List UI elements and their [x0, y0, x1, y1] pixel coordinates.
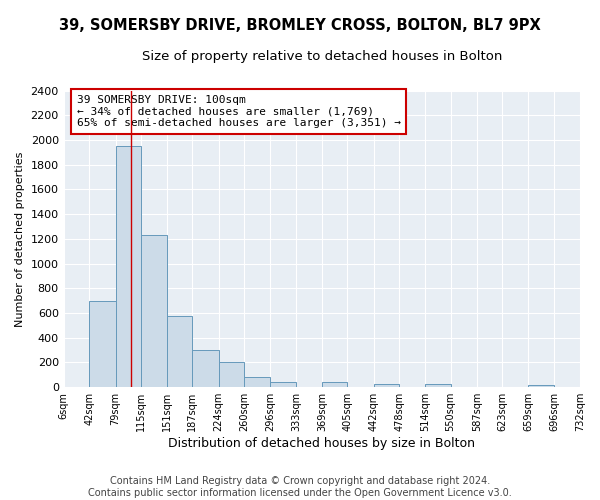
Bar	[167, 316, 193, 387]
Bar	[322, 382, 347, 387]
Bar	[425, 384, 451, 387]
Text: 39, SOMERSBY DRIVE, BROMLEY CROSS, BOLTON, BL7 9PX: 39, SOMERSBY DRIVE, BROMLEY CROSS, BOLTO…	[59, 18, 541, 32]
Y-axis label: Number of detached properties: Number of detached properties	[15, 151, 25, 326]
Title: Size of property relative to detached houses in Bolton: Size of property relative to detached ho…	[142, 50, 502, 63]
Bar	[219, 362, 244, 387]
Bar	[244, 378, 270, 387]
Bar	[270, 382, 296, 387]
Bar	[374, 384, 400, 387]
Bar	[193, 350, 219, 387]
Bar	[89, 300, 116, 387]
X-axis label: Distribution of detached houses by size in Bolton: Distribution of detached houses by size …	[169, 437, 475, 450]
Text: Contains HM Land Registry data © Crown copyright and database right 2024.
Contai: Contains HM Land Registry data © Crown c…	[88, 476, 512, 498]
Text: 39 SOMERSBY DRIVE: 100sqm
← 34% of detached houses are smaller (1,769)
65% of se: 39 SOMERSBY DRIVE: 100sqm ← 34% of detac…	[77, 95, 401, 128]
Bar	[528, 386, 554, 387]
Bar	[141, 235, 167, 387]
Bar	[116, 146, 141, 387]
